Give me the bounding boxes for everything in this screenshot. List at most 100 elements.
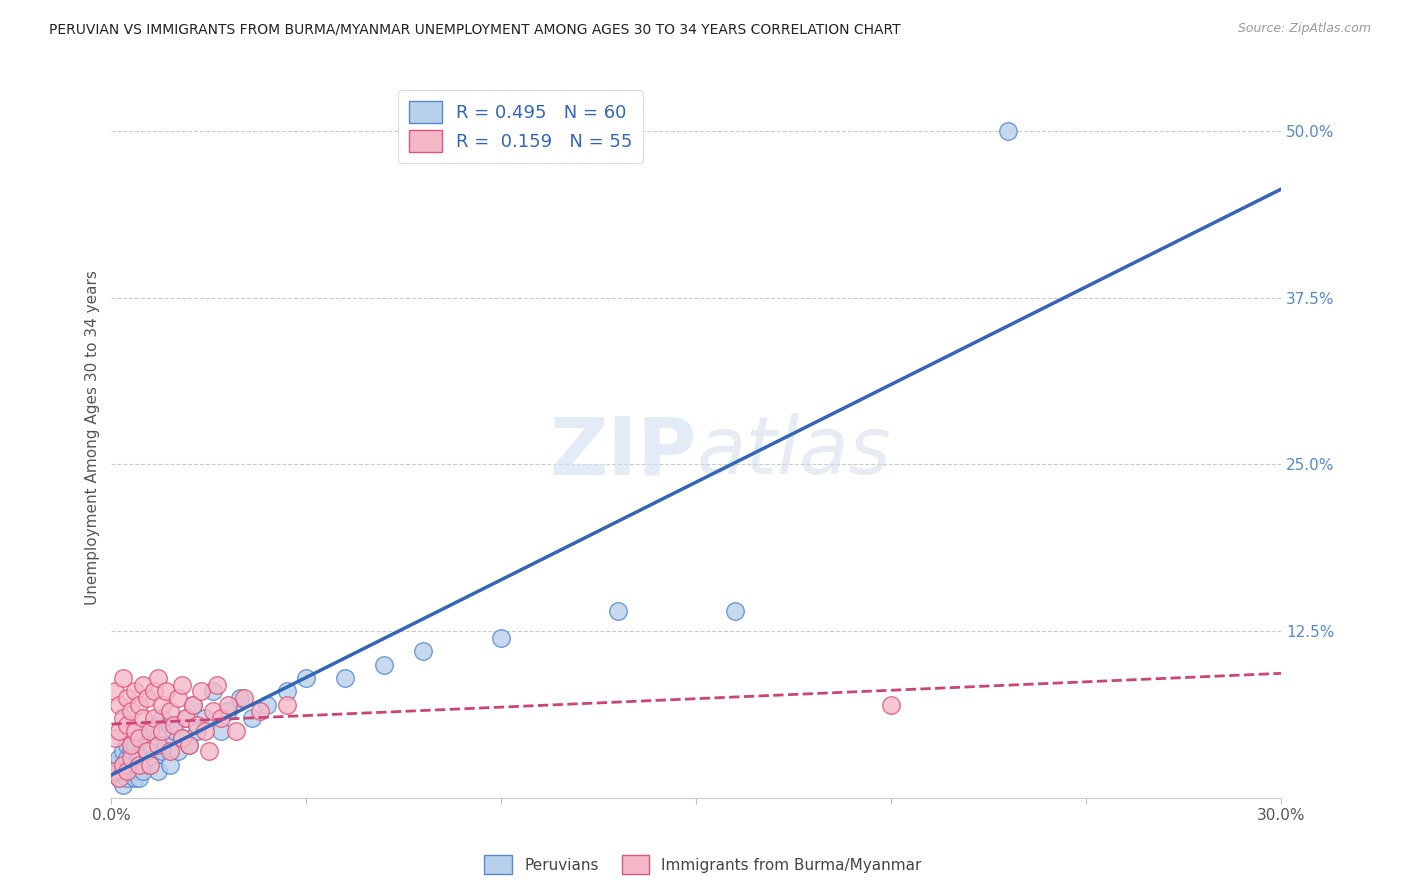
Point xyxy=(115,690,138,705)
Point xyxy=(128,751,150,765)
Point xyxy=(115,751,138,765)
Point xyxy=(607,604,630,618)
Point xyxy=(128,698,150,712)
Point xyxy=(229,690,252,705)
Point xyxy=(997,124,1019,138)
Point xyxy=(335,671,357,685)
Point xyxy=(104,764,127,779)
Point xyxy=(143,717,166,731)
Point xyxy=(112,764,135,779)
Point xyxy=(135,724,157,739)
Point xyxy=(198,744,221,758)
Point xyxy=(139,724,162,739)
Point xyxy=(120,764,142,779)
Point xyxy=(108,771,131,785)
Point xyxy=(148,731,170,745)
Point xyxy=(159,744,181,758)
Text: PERUVIAN VS IMMIGRANTS FROM BURMA/MYANMAR UNEMPLOYMENT AMONG AGES 30 TO 34 YEARS: PERUVIAN VS IMMIGRANTS FROM BURMA/MYANMA… xyxy=(49,22,901,37)
Point xyxy=(112,744,135,758)
Point xyxy=(108,764,131,779)
Point xyxy=(108,724,131,739)
Y-axis label: Unemployment Among Ages 30 to 34 years: Unemployment Among Ages 30 to 34 years xyxy=(86,270,100,605)
Point xyxy=(724,604,747,618)
Point xyxy=(170,731,193,745)
Point xyxy=(115,771,138,785)
Point xyxy=(150,724,173,739)
Point xyxy=(120,757,142,772)
Point xyxy=(150,698,173,712)
Point xyxy=(131,711,153,725)
Point xyxy=(276,684,298,698)
Point xyxy=(148,764,170,779)
Text: Source: ZipAtlas.com: Source: ZipAtlas.com xyxy=(1237,22,1371,36)
Point xyxy=(115,738,138,752)
Point xyxy=(166,690,188,705)
Text: ZIP: ZIP xyxy=(550,413,696,491)
Point xyxy=(104,757,127,772)
Point xyxy=(112,778,135,792)
Point xyxy=(233,690,256,705)
Point xyxy=(880,698,903,712)
Point xyxy=(108,698,131,712)
Point xyxy=(194,711,217,725)
Point xyxy=(128,731,150,745)
Point xyxy=(131,757,153,772)
Point xyxy=(124,724,146,739)
Point xyxy=(112,757,135,772)
Legend: R = 0.495   N = 60, R =  0.159   N = 55: R = 0.495 N = 60, R = 0.159 N = 55 xyxy=(398,90,644,163)
Point xyxy=(159,757,181,772)
Point xyxy=(174,711,197,725)
Point xyxy=(249,704,271,718)
Point xyxy=(120,738,142,752)
Point xyxy=(179,738,201,752)
Point xyxy=(143,711,166,725)
Point xyxy=(155,684,177,698)
Point xyxy=(124,757,146,772)
Point xyxy=(256,698,278,712)
Point xyxy=(128,764,150,779)
Point xyxy=(170,731,193,745)
Point xyxy=(139,757,162,772)
Point xyxy=(186,724,208,739)
Point xyxy=(209,711,232,725)
Text: atlas: atlas xyxy=(696,413,891,491)
Point xyxy=(120,704,142,718)
Point xyxy=(143,684,166,698)
Point xyxy=(174,711,197,725)
Legend: Peruvians, Immigrants from Burma/Myanmar: Peruvians, Immigrants from Burma/Myanmar xyxy=(478,849,928,880)
Point xyxy=(163,724,186,739)
Point xyxy=(412,644,434,658)
Point xyxy=(190,684,212,698)
Point xyxy=(225,724,247,739)
Point xyxy=(276,698,298,712)
Point xyxy=(179,738,201,752)
Point xyxy=(240,711,263,725)
Point xyxy=(139,757,162,772)
Point xyxy=(131,764,153,779)
Point xyxy=(148,671,170,685)
Point xyxy=(150,744,173,758)
Point xyxy=(170,678,193,692)
Point xyxy=(124,684,146,698)
Point xyxy=(135,690,157,705)
Point xyxy=(373,657,395,672)
Point xyxy=(217,704,239,718)
Point xyxy=(209,724,232,739)
Point xyxy=(205,678,228,692)
Point xyxy=(163,717,186,731)
Point xyxy=(295,671,318,685)
Point xyxy=(104,764,127,779)
Point xyxy=(181,698,204,712)
Point xyxy=(139,738,162,752)
Point xyxy=(135,744,157,758)
Point xyxy=(148,738,170,752)
Point xyxy=(159,717,181,731)
Point xyxy=(186,717,208,731)
Point xyxy=(124,738,146,752)
Point xyxy=(108,751,131,765)
Point xyxy=(108,771,131,785)
Point xyxy=(159,704,181,718)
Point xyxy=(112,671,135,685)
Point xyxy=(155,738,177,752)
Point xyxy=(201,684,224,698)
